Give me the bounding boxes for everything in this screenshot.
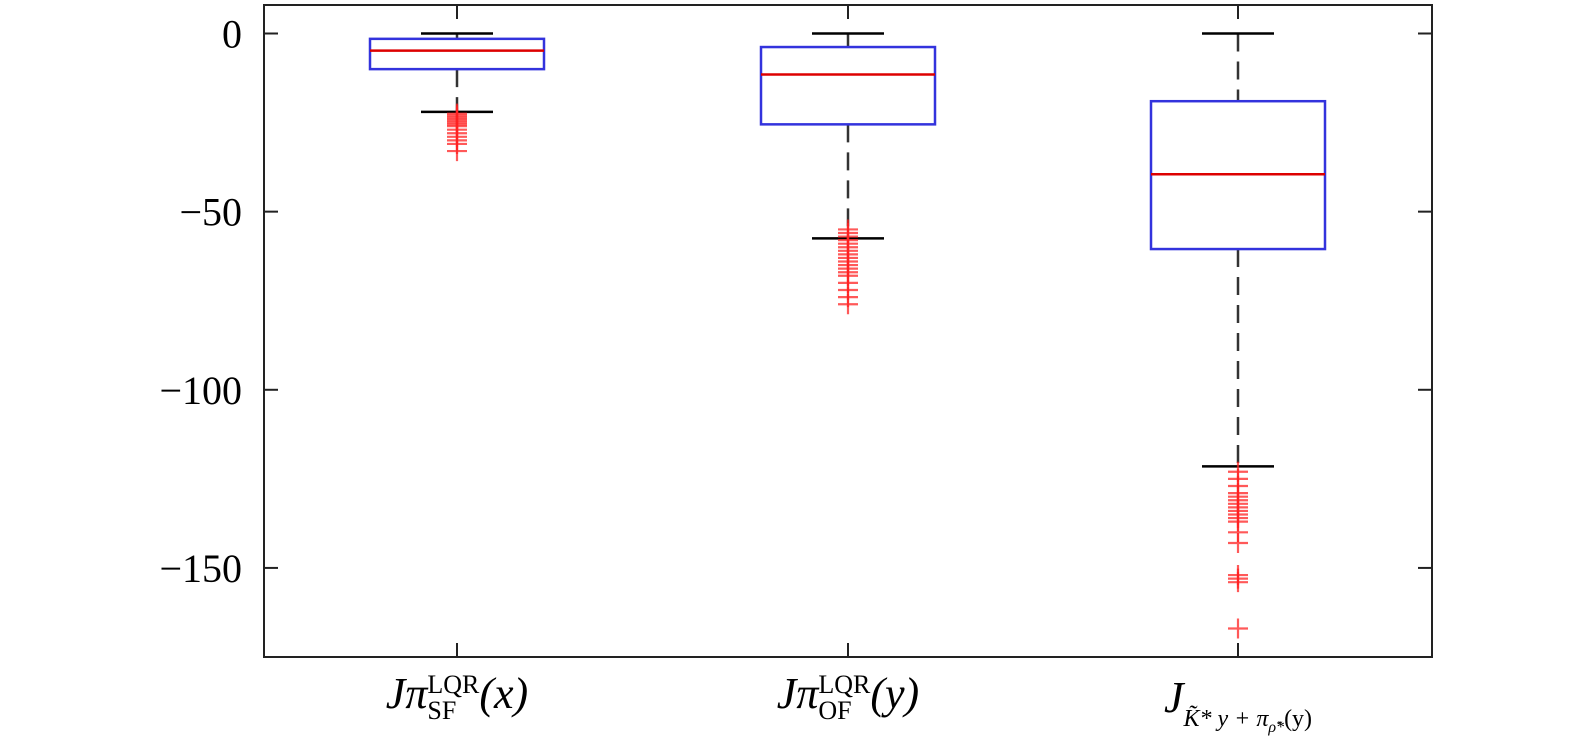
plot-area-frame [263,4,1433,658]
outlier-point [447,141,467,162]
outlier-point [1228,572,1248,593]
y-tick-label: −150 [159,546,242,591]
box-group [1149,32,1327,639]
category-label-1: Jπ LQR SF (x) [385,669,529,725]
box-group [368,32,546,162]
boxes-layer [368,32,1327,639]
y-tick-label: 0 [222,12,242,57]
outlier-point [1228,618,1248,639]
outlier-point [838,294,858,315]
iqr-box [759,45,937,126]
y-tick-label: −100 [159,368,242,413]
box-group [759,32,937,315]
category-label-2: Jπ LQR OF (y) [776,669,920,725]
y-tick-label: −50 [179,190,242,235]
category-label-3: JK̃* y + πρ̃*(y) [1163,673,1313,736]
iqr-box [368,37,546,71]
outlier-point [1228,532,1248,553]
y-axis: 0 −50 −100 −150 [159,5,1432,657]
